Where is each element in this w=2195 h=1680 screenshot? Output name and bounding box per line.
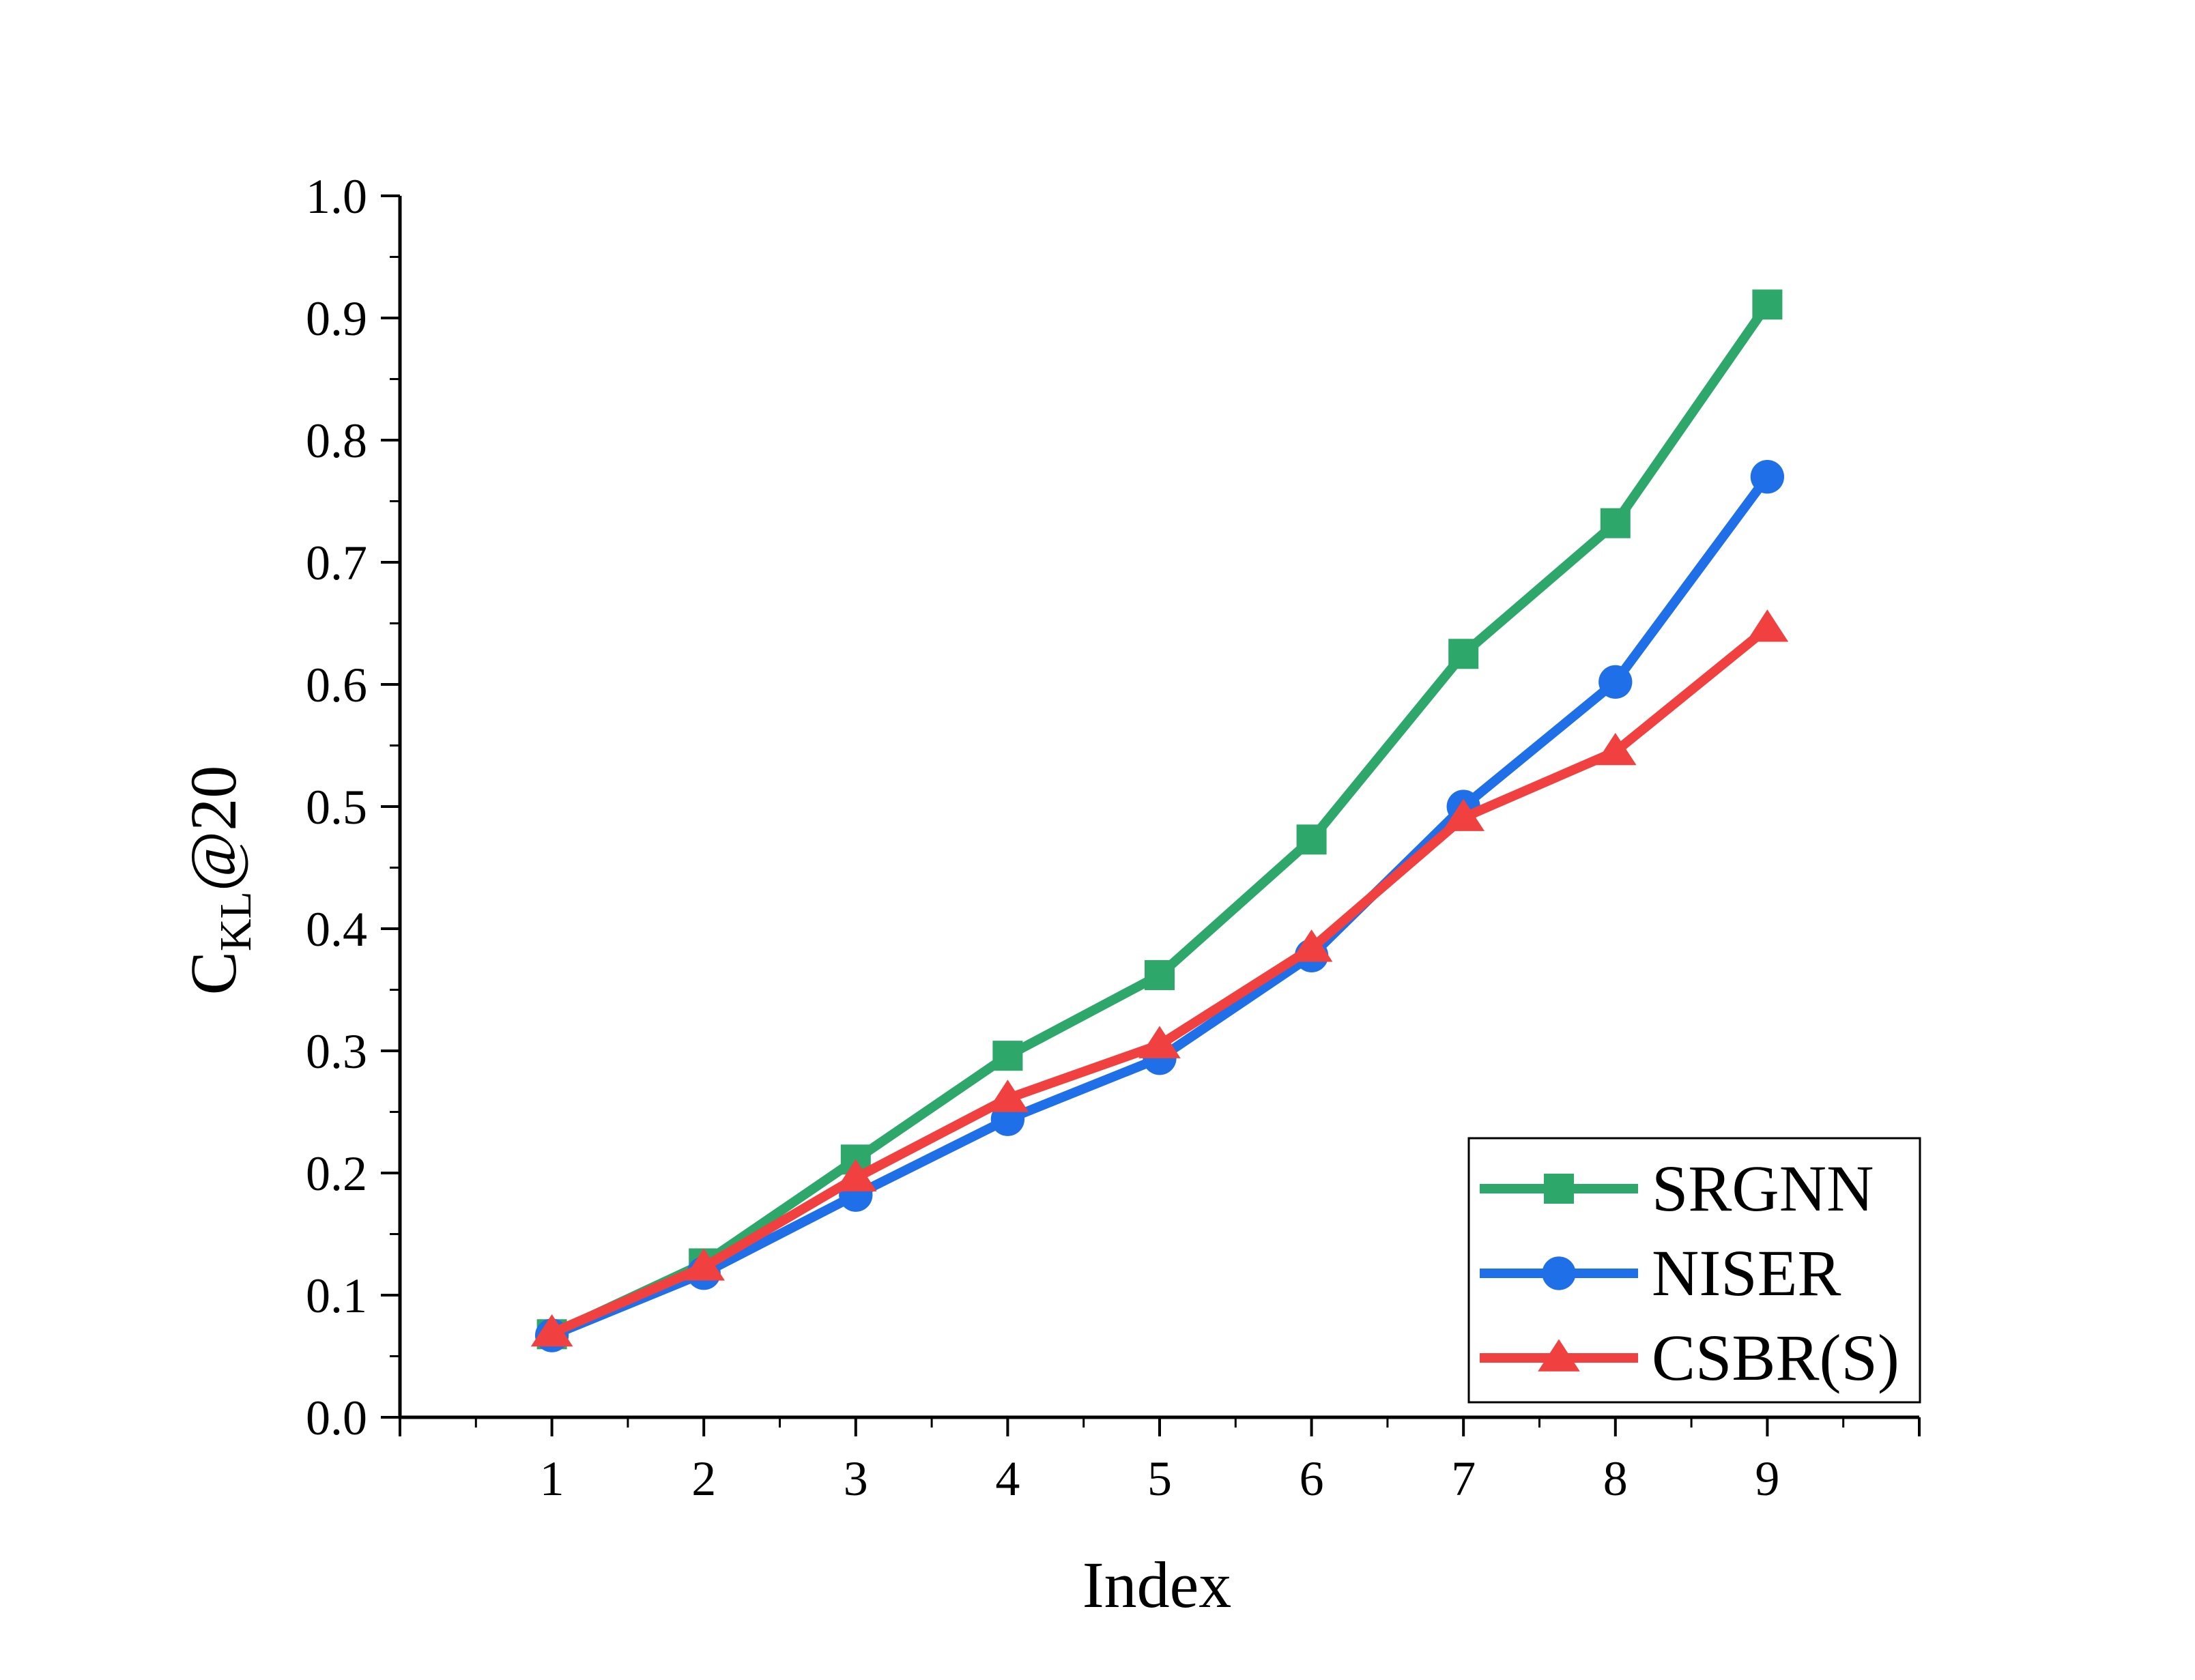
data-point-csbr-s — [1138, 1026, 1181, 1058]
data-point-niser — [1598, 665, 1633, 699]
data-point-srgnn — [1752, 289, 1783, 320]
x-tick-label: 4 — [995, 1451, 1020, 1506]
legend-marker-csbr-s — [1538, 1339, 1580, 1372]
data-point-csbr-s — [1290, 929, 1333, 962]
plot-area — [530, 289, 1789, 1352]
legend-marker-niser — [1542, 1256, 1576, 1290]
data-point-srgnn — [992, 1041, 1023, 1071]
x-tick-label: 6 — [1300, 1451, 1324, 1506]
data-point-csbr-s — [683, 1248, 725, 1281]
data-point-csbr-s — [986, 1080, 1029, 1112]
data-point-srgnn — [1600, 508, 1631, 538]
data-point-niser — [1750, 460, 1785, 494]
y-tick-label: 0.4 — [306, 902, 367, 957]
x-tick-label: 1 — [540, 1451, 564, 1506]
legend-label-srgnn: SRGNN — [1652, 1152, 1874, 1225]
x-tick-label: 9 — [1755, 1451, 1779, 1506]
y-tick-label: 0.1 — [306, 1269, 367, 1323]
y-tick-label: 0.0 — [306, 1391, 367, 1445]
data-point-csbr-s — [835, 1159, 877, 1191]
legend-item-niser: NISER — [1480, 1236, 1841, 1309]
series-csbr-s — [530, 609, 1789, 1347]
y-tick-label: 0.7 — [306, 536, 367, 590]
legend-label-csbr-s: CSBR(S) — [1652, 1321, 1899, 1394]
legend-item-srgnn: SRGNN — [1480, 1152, 1874, 1225]
y-axis-title-suffix: @20 — [177, 766, 250, 891]
data-point-srgnn — [1296, 824, 1327, 855]
data-point-csbr-s — [1442, 798, 1484, 831]
ticks: 0.0 0.1 0.2 0.3 0.4 0.5 0.6 0.7 0.8 0.9 1.0 1 2 3 4 5 6 7… — [306, 169, 1921, 1506]
x-tick-label: 3 — [844, 1451, 868, 1506]
y-tick-label: 0.6 — [306, 658, 367, 712]
y-tick-label: 0.9 — [306, 291, 367, 346]
x-tick-label: 8 — [1603, 1451, 1628, 1506]
data-point-srgnn — [1145, 960, 1175, 991]
y-tick-label: 0.8 — [306, 414, 367, 468]
y-axis-title: CKL@20 — [177, 766, 261, 995]
y-tick-label: 0.5 — [306, 780, 367, 835]
data-point-csbr-s — [1746, 609, 1789, 642]
legend-item-csbr-s: CSBR(S) — [1480, 1321, 1899, 1394]
data-point-csbr-s — [530, 1314, 573, 1347]
x-tick-label: 2 — [691, 1451, 716, 1506]
x-tick-label: 7 — [1451, 1451, 1476, 1506]
y-axis-title-subscript: KL — [211, 891, 261, 951]
data-point-srgnn — [1448, 639, 1479, 669]
y-tick-label: 1.0 — [306, 169, 367, 224]
legend: SRGNN NISER CSBR(S) — [1467, 1137, 1921, 1404]
y-tick-label: 0.2 — [306, 1146, 367, 1201]
y-tick-label: 0.3 — [306, 1024, 367, 1079]
legend-label-niser: NISER — [1652, 1236, 1841, 1309]
y-axis-title-main: C — [177, 951, 250, 995]
data-point-csbr-s — [1594, 732, 1637, 766]
x-axis-title: Index — [1082, 1548, 1232, 1621]
x-tick-label: 5 — [1147, 1451, 1172, 1506]
legend-marker-srgnn — [1544, 1174, 1574, 1204]
